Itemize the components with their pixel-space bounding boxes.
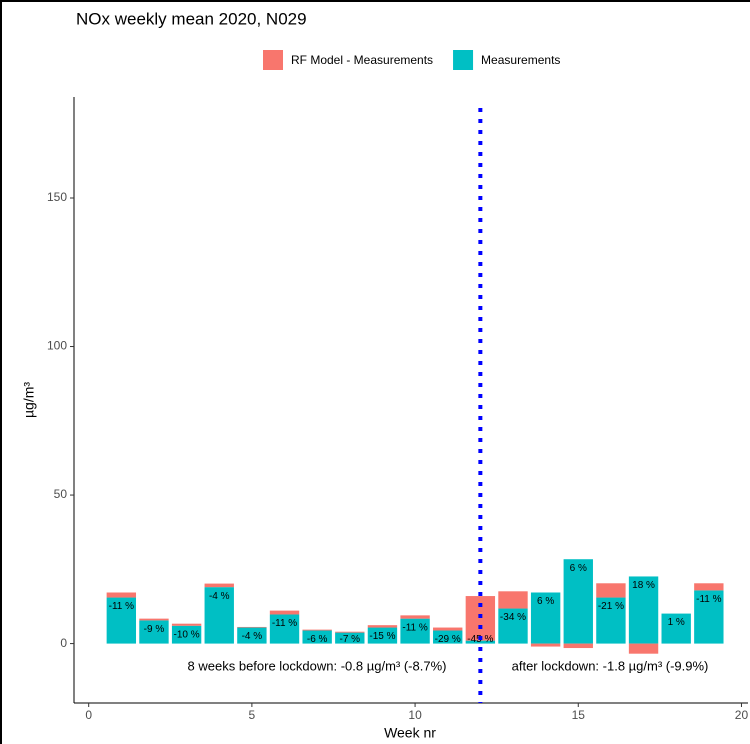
bar-segment — [694, 583, 724, 591]
bar-segment — [400, 615, 430, 619]
chart-title: NOx weekly mean 2020, N029 — [76, 9, 307, 28]
bar-segment — [433, 627, 463, 631]
bar-segment — [204, 583, 234, 588]
bar-label: -21 % — [598, 601, 624, 612]
bar — [335, 632, 365, 644]
bar-segment — [628, 643, 659, 654]
bar-label: -11 % — [109, 601, 134, 612]
bar-label: -11 % — [272, 618, 297, 629]
bar-label: 6 % — [537, 596, 554, 607]
bar-label: 1 % — [668, 617, 685, 628]
bar-label: -29 % — [435, 634, 461, 645]
x-tick-label: 15 — [572, 708, 586, 722]
bar-segment — [498, 591, 528, 609]
bar-segment — [139, 618, 169, 621]
bar-label: -10 % — [174, 629, 200, 640]
bar — [237, 627, 267, 644]
bar-label: -7 % — [340, 634, 361, 645]
bar — [302, 630, 332, 644]
bar — [139, 620, 169, 644]
bar — [596, 597, 626, 644]
x-tick-label: 20 — [735, 708, 749, 722]
y-axis-title: µg/m³ — [21, 382, 37, 418]
bar — [530, 592, 561, 644]
bar — [465, 640, 496, 644]
y-tick-label: 150 — [47, 190, 67, 204]
bar — [433, 630, 463, 644]
annotation: 8 weeks before lockdown: -0.8 µg/m³ (-8.… — [188, 658, 447, 673]
bar-label: -15 % — [369, 631, 395, 642]
bar-label: -11 % — [696, 594, 721, 605]
bar — [269, 614, 300, 644]
bar — [694, 590, 724, 644]
legend-swatch — [453, 50, 474, 70]
bar — [661, 613, 691, 644]
bar-segment — [530, 643, 561, 647]
bar-segment — [106, 592, 137, 598]
bar-label: -34 % — [500, 612, 526, 623]
bar — [400, 618, 430, 644]
y-tick-label: 100 — [47, 339, 67, 353]
legend-swatch — [263, 50, 283, 70]
annotation: after lockdown: -1.8 µg/m³ (-9.9%) — [512, 658, 709, 673]
bar-segment — [269, 610, 300, 615]
bar-segment — [367, 625, 398, 628]
bar-segment — [171, 623, 202, 626]
x-axis-title: Week nr — [384, 725, 436, 741]
bar-segment — [563, 643, 593, 649]
bar-segment — [302, 629, 332, 631]
bar-label: -6 % — [307, 634, 328, 645]
bar — [367, 627, 398, 644]
bar — [204, 587, 234, 644]
bar-segment — [335, 631, 365, 633]
x-tick-label: 10 — [408, 708, 422, 722]
y-tick-label: 50 — [54, 487, 68, 501]
bar-segment — [596, 583, 626, 598]
bar-label: 6 % — [570, 563, 587, 574]
bar-label: -4 % — [242, 631, 263, 642]
x-tick-label: 5 — [249, 708, 256, 722]
bar-segment — [237, 626, 267, 628]
bar-label: -11 % — [402, 622, 427, 633]
bar — [563, 559, 593, 644]
bar — [498, 608, 528, 644]
legend-label: Measurements — [481, 53, 560, 67]
bar-label: 18 % — [632, 580, 655, 591]
bar — [106, 597, 137, 644]
legend-label: RF Model - Measurements — [291, 53, 433, 67]
bar-label: -9 % — [144, 624, 165, 635]
y-tick-label: 0 — [60, 636, 67, 650]
bar-label: -4 % — [209, 591, 230, 602]
x-tick-label: 0 — [85, 708, 92, 722]
bar — [171, 625, 202, 644]
bar — [628, 576, 659, 644]
